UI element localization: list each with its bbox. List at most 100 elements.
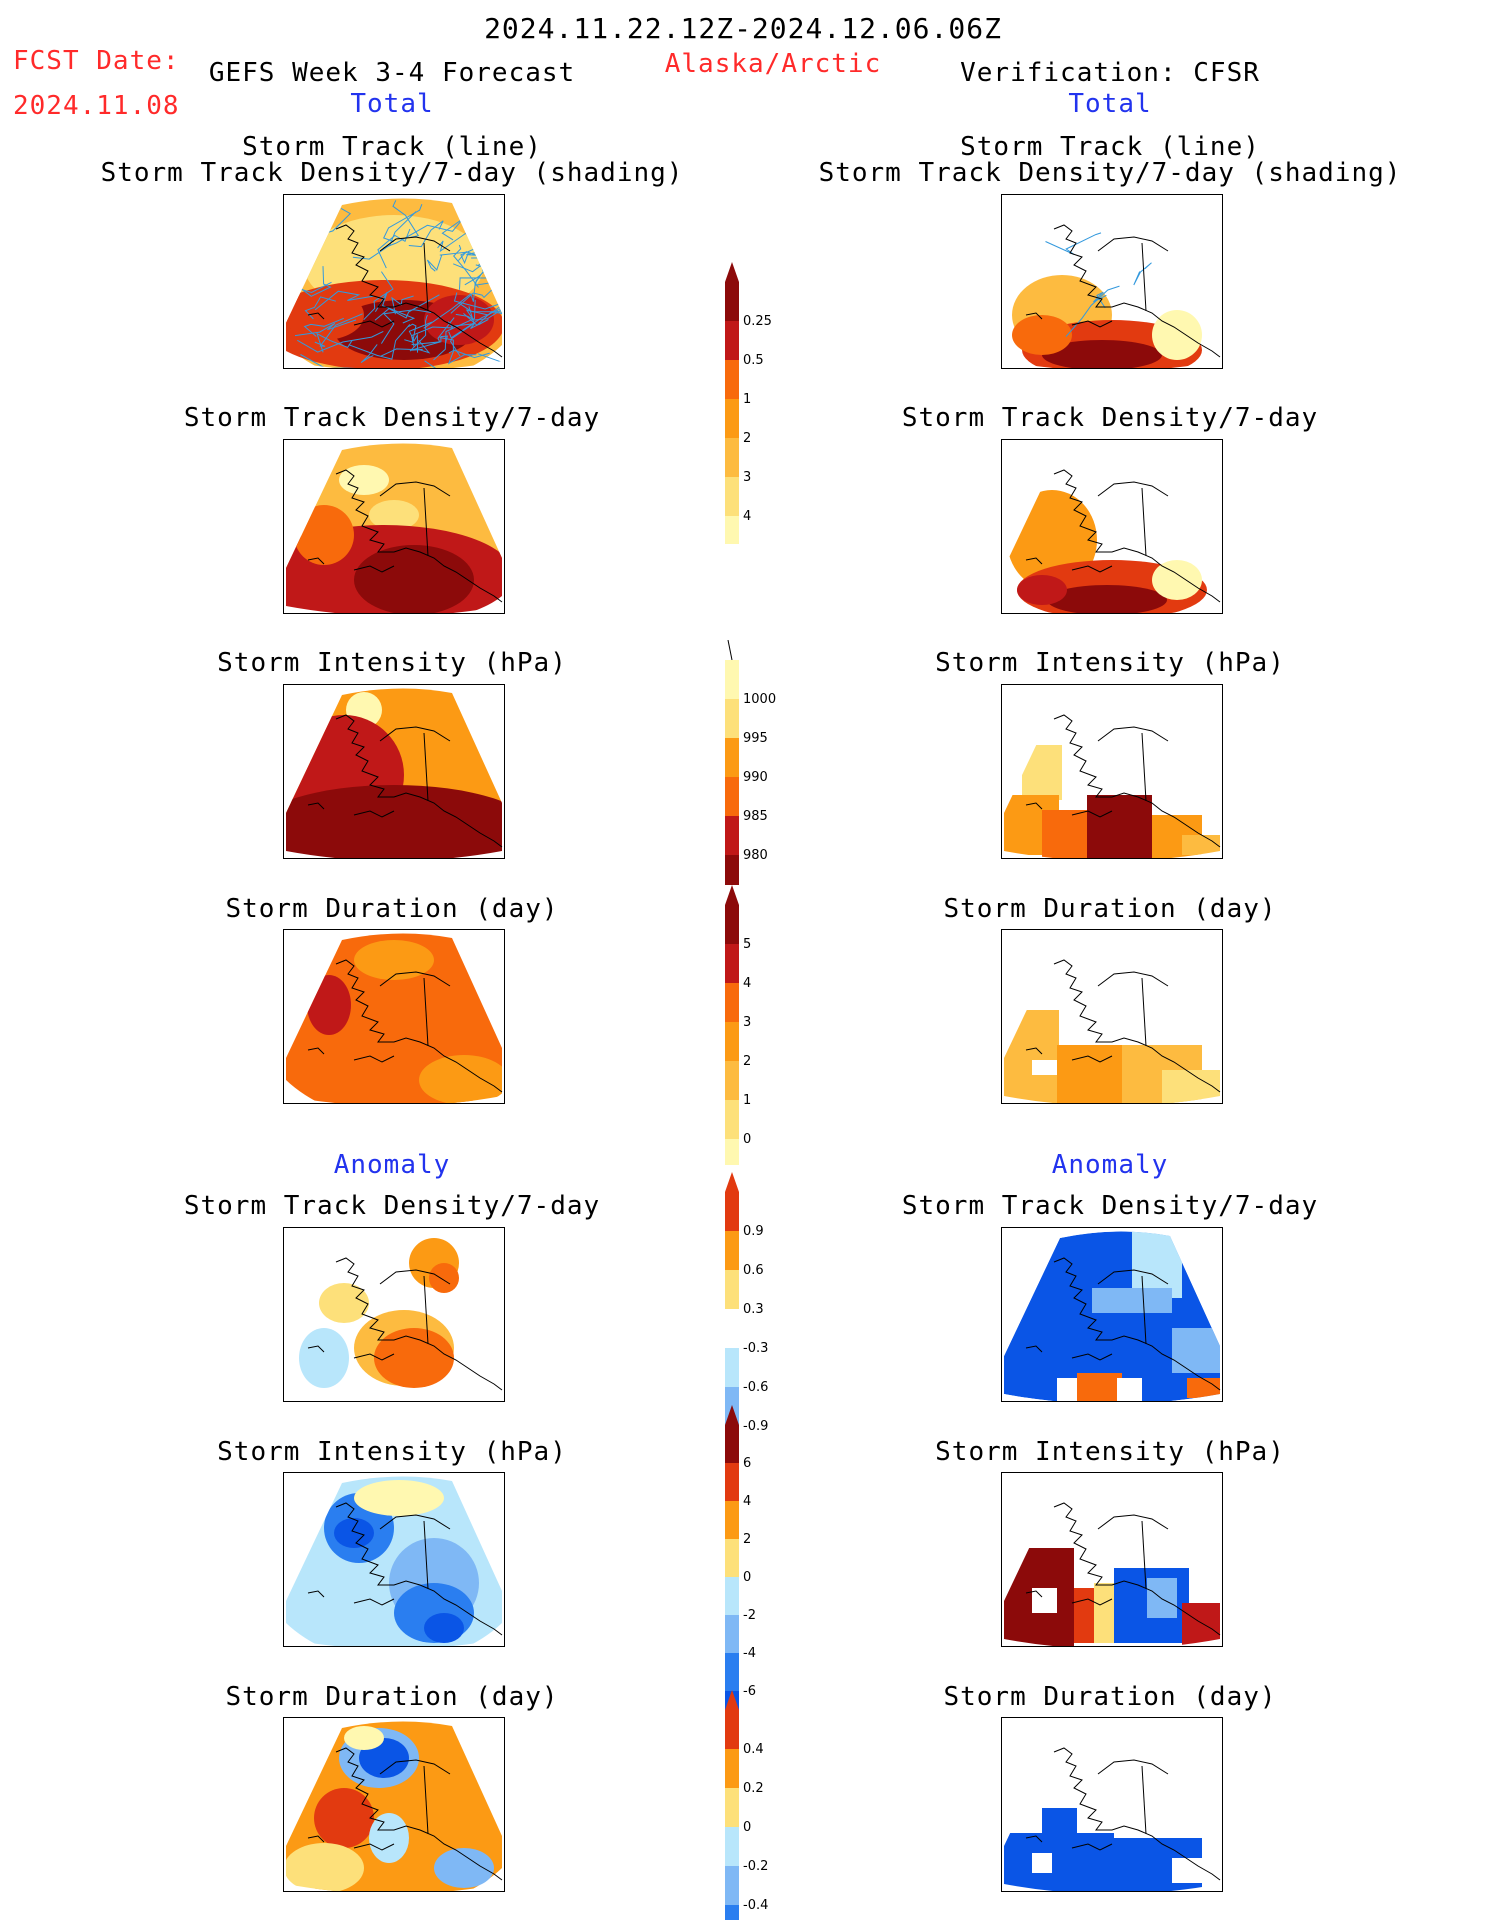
title-duration-anom-right: Storm Duration (day)	[943, 1682, 1277, 1712]
title-density-right: Storm Track Density/7-day	[901, 403, 1319, 433]
title-intensity-anom-left: Storm Intensity (hPa)	[217, 1437, 567, 1467]
colorbar-tick-label: 1000	[743, 692, 776, 707]
colorbar-tick-label: -6	[743, 1684, 756, 1699]
map-intensity-forecast	[283, 684, 505, 859]
title-track-shading-right: Storm Track Density/7-day (shading)	[818, 158, 1402, 188]
fcst-date-label: FCST Date:	[13, 46, 180, 76]
map-intensity-verification	[1001, 684, 1223, 859]
coastline	[307, 224, 503, 358]
colorbar-tick-label: 3	[743, 1015, 751, 1030]
colorbar-tick-label: -4	[743, 1646, 756, 1661]
border-line	[1141, 1765, 1147, 1835]
colorbar-tick-label: 995	[743, 731, 768, 746]
title-intensity-left: Storm Intensity (hPa)	[217, 648, 567, 678]
map-duration-anomaly-verification	[1001, 1717, 1223, 1892]
title-duration-anom-left: Storm Duration (day)	[225, 1682, 559, 1712]
map-track-line-forecast	[283, 194, 505, 369]
colorbar-tick-label: 6	[743, 1456, 751, 1471]
colorbar-tick-label: -0.6	[743, 1380, 768, 1395]
coastline	[307, 469, 503, 603]
anomaly-label-right: Anomaly	[1051, 1150, 1169, 1180]
coastline	[1025, 714, 1221, 848]
title-track-shading-left: Storm Track Density/7-day (shading)	[100, 158, 684, 188]
title-duration-right: Storm Duration (day)	[943, 894, 1277, 924]
colorbar-intensity: 1000 995 990 985 980	[725, 640, 776, 885]
colorbar-tick-label: 0.2	[743, 1781, 764, 1796]
border-line	[423, 242, 429, 312]
verification-title: Verification: CFSR	[960, 58, 1260, 88]
period-title: 2024.11.22.12Z-2024.12.06.06Z	[484, 12, 1002, 45]
colorbar-tick-label: 0.9	[743, 1224, 764, 1239]
border-line	[1141, 977, 1147, 1047]
coastline	[307, 1502, 503, 1636]
title-density-anom-right: Storm Track Density/7-day	[901, 1191, 1319, 1221]
border-line	[423, 1765, 429, 1835]
title-track-line-right: Storm Track (line)	[960, 132, 1260, 162]
colorbar-duration: 5 4 3 2 1 0	[725, 885, 751, 1165]
colorbar-tick-label: -0.4	[743, 1898, 768, 1913]
border-line	[1141, 242, 1147, 312]
border-line	[1141, 732, 1147, 802]
map-density-verification	[1001, 439, 1223, 614]
title-density-left: Storm Track Density/7-day	[183, 403, 601, 433]
colorbar-tick-label: 0.25	[743, 314, 772, 329]
border-line	[423, 487, 429, 557]
colorbar-tick-label: -0.3	[743, 1341, 768, 1356]
storm-track-lines	[1045, 232, 1152, 337]
colorbar-tick-label: -2	[743, 1608, 756, 1623]
map-density-anomaly-verification	[1001, 1227, 1223, 1402]
colorbar-tick-label: 1	[743, 392, 751, 407]
border-line	[423, 732, 429, 802]
map-intensity-anomaly-forecast	[283, 1472, 505, 1647]
colorbar-tick-label: 990	[743, 770, 768, 785]
colorbar-tick-label: 2	[743, 1054, 751, 1069]
coastline	[1025, 1747, 1221, 1881]
colorbar-tick-label: 0.6	[743, 1263, 764, 1278]
border-line	[423, 977, 429, 1047]
coastline	[1025, 1257, 1221, 1391]
coastline	[307, 714, 503, 848]
colorbar-tick-label: 4	[743, 976, 751, 991]
colorbar-tick-label: 0	[743, 1570, 751, 1585]
map-duration-verification	[1001, 929, 1223, 1104]
map-density-anomaly-forecast	[283, 1227, 505, 1402]
colorbar-duration-anomaly: 0.4 0.2 0 -0.2 -0.4	[725, 1690, 768, 1920]
region-title: Alaska/Arctic	[664, 49, 882, 79]
colorbar-tick-label: 4	[743, 1494, 751, 1509]
map-duration-forecast	[283, 929, 505, 1104]
map-intensity-anomaly-verification	[1001, 1472, 1223, 1647]
colorbar-tick-label: 0.3	[743, 1302, 764, 1317]
colorbar-intensity-anomaly: 6 4 2 0 -2 -4 -6	[725, 1405, 756, 1717]
map-density-forecast	[283, 439, 505, 614]
title-density-anom-left: Storm Track Density/7-day	[183, 1191, 601, 1221]
colorbar-tick-label: 2	[743, 431, 751, 446]
colorbar-tick-label: 0.5	[743, 353, 764, 368]
coastline	[1025, 959, 1221, 1093]
colorbar-tick-label: 0	[743, 1820, 751, 1835]
fcst-date-value: 2024.11.08	[13, 91, 180, 121]
colorbar-density: 0.25 0.5 1 2 3 4	[725, 262, 772, 544]
border-line	[1141, 1275, 1147, 1345]
border-line	[1141, 487, 1147, 557]
title-intensity-anom-right: Storm Intensity (hPa)	[935, 1437, 1285, 1467]
map-track-line-verification	[1001, 194, 1223, 369]
title-duration-left: Storm Duration (day)	[225, 894, 559, 924]
colorbar-tick-label: 0.4	[743, 1742, 764, 1757]
anomaly-label-left: Anomaly	[333, 1150, 451, 1180]
total-label-left: Total	[350, 89, 434, 119]
colorbar-tick-label: 0	[743, 1132, 751, 1147]
colorbar-tick-label: -0.2	[743, 1859, 768, 1874]
colorbar-tick-label: 3	[743, 470, 751, 485]
title-track-line-left: Storm Track (line)	[242, 132, 542, 162]
colorbar-tick-label: 985	[743, 809, 768, 824]
coastline	[1025, 224, 1221, 358]
colorbar-tick-label: 5	[743, 937, 751, 952]
coastline	[1025, 1502, 1221, 1636]
coastline	[307, 1747, 503, 1881]
title-intensity-right: Storm Intensity (hPa)	[935, 648, 1285, 678]
coastline	[307, 1257, 503, 1391]
map-duration-anomaly-forecast	[283, 1717, 505, 1892]
coastline	[307, 959, 503, 1093]
colorbar-tick-label: -0.9	[743, 1419, 768, 1434]
colorbar-tick-label: 2	[743, 1532, 751, 1547]
